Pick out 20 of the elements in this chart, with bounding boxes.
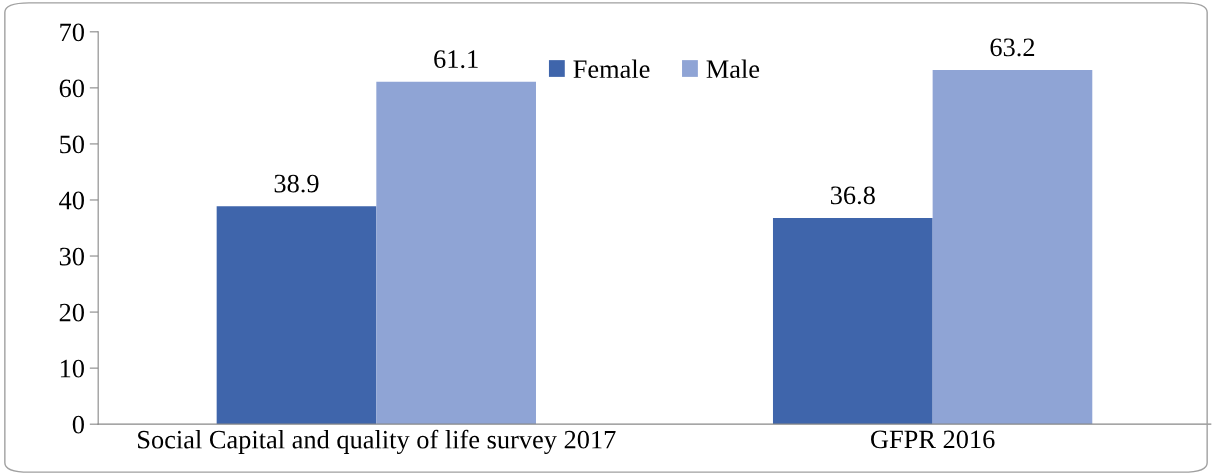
- bar: [216, 206, 377, 425]
- y-tick-label: 30: [59, 247, 84, 266]
- x-tick-label: Social Capital and quality of life survey 2017: [138, 429, 616, 454]
- y-tick-label: 60: [59, 79, 84, 98]
- data-label: 36.8: [830, 186, 875, 205]
- y-tick-label: 70: [60, 23, 84, 42]
- y-tick-label: 10: [60, 359, 84, 378]
- data-label: 38.9: [274, 174, 319, 193]
- data-label: 61.1: [434, 50, 478, 69]
- y-tick-label: 20: [59, 303, 84, 322]
- legend-label: Female: [573, 59, 650, 79]
- y-tick-label: 50: [60, 135, 84, 154]
- bar: [932, 69, 1093, 425]
- x-tick-label: GFPR 2016: [871, 430, 995, 449]
- bar: [376, 81, 536, 425]
- legend-label: Male: [706, 59, 760, 79]
- y-tick-label: 0: [72, 415, 84, 434]
- y-tick-label: 40: [59, 191, 84, 210]
- data-label: 63.2: [990, 38, 1035, 57]
- bar: [772, 217, 933, 425]
